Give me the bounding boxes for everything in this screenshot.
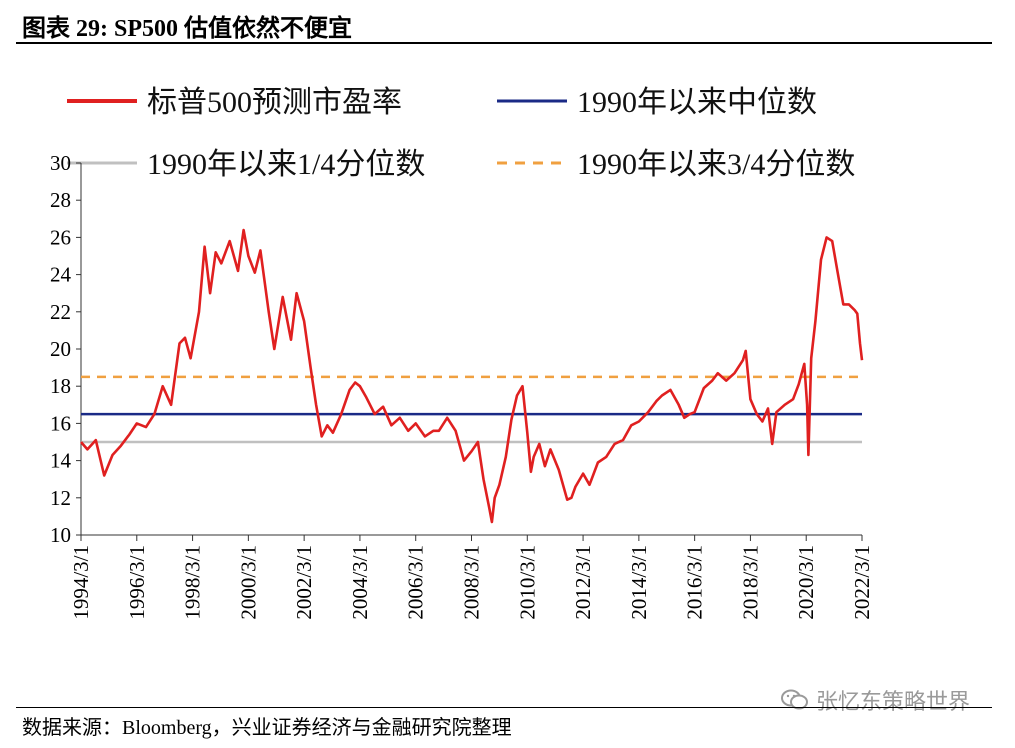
y-tick-label: 28 — [50, 188, 71, 212]
y-tick-label: 20 — [50, 337, 71, 361]
y-tick-label: 18 — [50, 374, 71, 398]
x-tick-label: 2014/3/1 — [627, 545, 651, 620]
legend-label-upper-quartile: 1990年以来3/4分位数 — [577, 148, 855, 181]
x-axis-tick-labels: 1994/3/1 1996/3/1 1998/3/1 2000/3/1 2002/3/1… — [69, 545, 874, 620]
y-tick-label: 24 — [50, 263, 72, 287]
x-tick-label: 2010/3/1 — [515, 545, 539, 620]
y-axis-tick-labels: 10 12 14 16 18 20 22 24 26 28 30 — [50, 151, 72, 547]
title-rule — [16, 42, 992, 44]
source-note: 数据来源：Bloomberg，兴业证券经济与金融研究院整理 — [22, 717, 512, 739]
x-tick-label: 2004/3/1 — [348, 545, 372, 620]
x-tick-label: 2008/3/1 — [460, 545, 484, 620]
forward-pe-line — [80, 228, 864, 524]
x-tick-label: 1996/3/1 — [125, 545, 149, 620]
pe-line-chart: 标普500预测市盈率 1990年以来中位数 1990年以来1/4分位数 1990… — [50, 86, 874, 620]
x-tick-label: 2012/3/1 — [571, 545, 595, 620]
x-tick-label: 2022/3/1 — [850, 545, 874, 620]
x-tick-label: 2002/3/1 — [292, 545, 316, 620]
x-tick-label: 2020/3/1 — [794, 545, 818, 620]
x-tick-label: 2018/3/1 — [738, 545, 762, 620]
forward-pe-series — [80, 228, 864, 524]
legend-label-forward-pe: 标普500预测市盈率 — [147, 86, 402, 119]
y-tick-label: 12 — [50, 486, 71, 510]
x-tick-label: 2016/3/1 — [683, 545, 707, 620]
y-tick-label: 22 — [50, 300, 71, 324]
reference-lines — [81, 375, 862, 444]
legend-label-lower-quartile: 1990年以来1/4分位数 — [147, 148, 425, 181]
legend-label-median: 1990年以来中位数 — [577, 86, 817, 119]
y-tick-label: 30 — [50, 151, 71, 175]
source-rule — [16, 707, 992, 708]
x-tick-label: 2000/3/1 — [236, 545, 260, 620]
y-tick-label: 26 — [50, 225, 71, 249]
x-tick-label: 1994/3/1 — [69, 545, 93, 620]
axes — [76, 162, 863, 541]
figure-title: 图表 29: SP500 估值依然不便宜 — [22, 16, 352, 42]
x-tick-label: 2006/3/1 — [404, 545, 428, 620]
legend: 标普500预测市盈率 1990年以来中位数 1990年以来1/4分位数 1990… — [67, 86, 855, 181]
watermark-text: 张忆东策略世界 — [816, 689, 971, 714]
wechat-icon — [781, 689, 808, 710]
y-tick-label: 14 — [50, 449, 72, 473]
x-tick-label: 1998/3/1 — [181, 545, 205, 620]
y-tick-label: 16 — [50, 411, 71, 435]
watermark: 张忆东策略世界 — [780, 684, 970, 716]
y-tick-label: 10 — [50, 523, 71, 547]
